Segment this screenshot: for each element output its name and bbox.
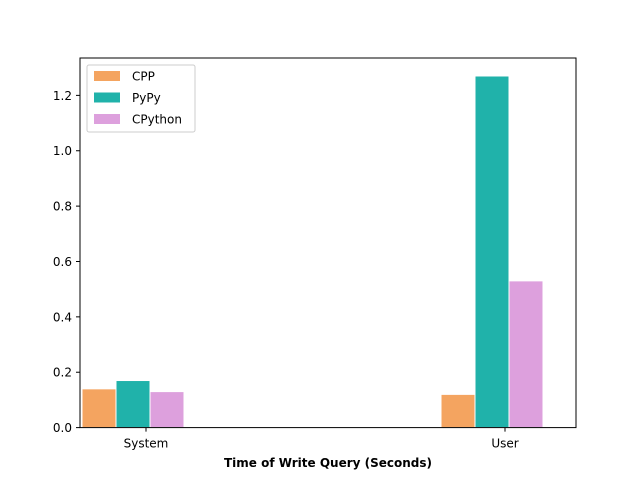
legend-label-cpp: CPP [132,70,155,84]
bar-pypy-system [115,380,151,429]
y-tick-label: 0.0 [53,421,72,435]
y-axis: 0.0 0.2 0.4 0.6 0.8 1.0 1.2 [53,89,80,435]
x-tick-label-system: System [124,437,169,451]
y-tick-label: 0.8 [53,200,72,214]
y-tick-label: 1.0 [53,144,72,158]
bars-layer [81,75,544,429]
bar-cpp-user [440,393,476,429]
legend-swatch-cpython [94,114,120,124]
y-tick-label: 1.2 [53,89,72,103]
y-tick-label: 0.6 [53,255,72,269]
y-tick-label: 0.4 [53,310,72,324]
y-tick-label: 0.2 [53,366,72,380]
x-tick-label-user: User [491,437,518,451]
bar-pypy-user [474,75,510,429]
legend-swatch-cpp [94,71,120,81]
x-axis: System User [124,427,519,451]
x-axis-label: Time of Write Query (Seconds) [224,456,432,470]
bar-cpython-system [149,391,185,429]
legend: CPP PyPy CPython [86,64,196,133]
legend-label-cpython: CPython [132,113,182,127]
legend-swatch-pypy [94,92,120,103]
axes-frame [79,57,577,429]
bar-cpp-system [81,388,117,429]
bar-cpython-user [508,280,544,429]
legend-label-pypy: PyPy [132,91,161,105]
